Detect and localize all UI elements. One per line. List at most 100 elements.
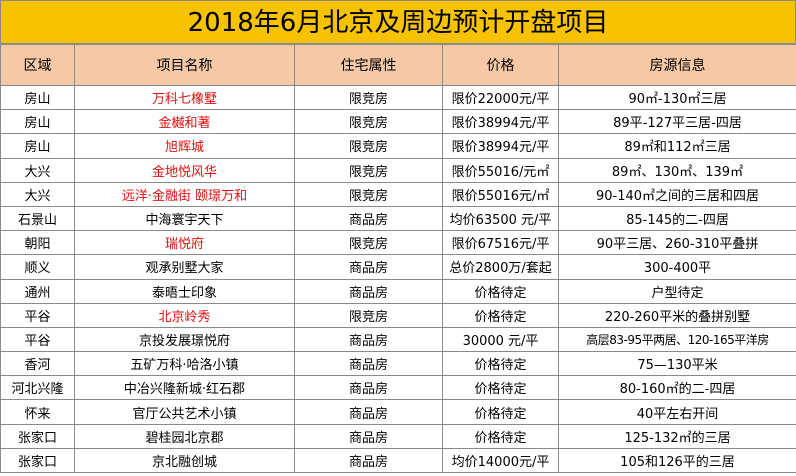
header-row: 区域 项目名称 住宅属性 价格 房源信息: [0, 44, 796, 86]
project-table: 区域 项目名称 住宅属性 价格 房源信息 房山 万科七橡墅 限竞房 限价22000元/…: [0, 44, 796, 474]
table-row: 怀来 官厅公共艺术小镇 商品房 价格待定 40平左右开间: [0, 399, 796, 425]
project-name-cell: 金樾和著: [74, 109, 295, 135]
table-row: 通州 泰晤士印象 商品房 价格待定 户型待定: [0, 278, 796, 304]
unit-info-cell: 户型待定: [558, 278, 796, 304]
table-row: 平谷 北京岭秀 限竞房 价格待定 220-260平米的叠拼别墅: [0, 302, 796, 328]
unit-info-cell: 90㎡-130㎡三居: [558, 84, 796, 111]
region-cell: 顺义: [0, 254, 75, 280]
header-project-name: 项目名称: [74, 44, 295, 86]
region-cell: 怀来: [0, 399, 75, 425]
housing-type-cell: 限竞房: [294, 181, 443, 207]
region-cell: 香河: [0, 351, 75, 377]
region-cell: 大兴: [0, 181, 75, 207]
table-body: 房山 万科七橡墅 限竞房 限价22000元/平 90㎡-130㎡三居 房山 金樾和著 限竞房限…: [0, 84, 796, 474]
table-row: 平谷 京投发展璟悦府 商品房 30000 元/平 高层83-95平两居、120-165平…: [0, 326, 796, 353]
price-cell: 均价63500 元/平: [442, 205, 559, 232]
unit-info-cell: 105和126平的三居: [558, 447, 796, 474]
table-row: 顺义 观承别墅大家 商品房 总价2800万/套起 300-400平: [0, 254, 796, 280]
housing-type-cell: 商品房: [294, 254, 443, 280]
project-name-cell: 旭辉城: [74, 133, 295, 159]
price-cell: 均价14000元/平: [442, 447, 559, 474]
unit-info-cell: 90-140㎡之间的三居和四居: [558, 181, 796, 207]
header-unit-info: 房源信息: [558, 44, 796, 86]
unit-info-cell: 80-160㎡的二-四居: [558, 375, 796, 401]
unit-info-cell: 89㎡和112㎡三居: [558, 133, 796, 159]
unit-info-cell: 85-145的二-四居: [558, 205, 796, 232]
price-cell: 30000 元/平: [442, 326, 559, 353]
price-cell: 限价22000元/平: [442, 84, 559, 111]
price-cell: 价格待定: [442, 375, 559, 401]
table-row: 朝阳 瑞悦府 限竞房 限价67516元/平 90平三居、260-310平叠拼: [0, 230, 796, 256]
header-housing-type: 住宅属性: [294, 44, 443, 86]
project-name-cell: 北京岭秀: [74, 302, 295, 328]
housing-type-cell: 限竞房: [294, 302, 443, 328]
region-cell: 平谷: [0, 302, 75, 328]
project-name-cell: 泰晤士印象: [74, 278, 295, 304]
unit-info-cell: 300-400平: [558, 254, 796, 280]
table-row: 房山 万科七橡墅 限竞房 限价22000元/平 90㎡-130㎡三居: [0, 84, 796, 111]
project-name-cell: 中冶兴隆新城·红石郡: [74, 375, 295, 401]
project-name-cell: 远洋·金融街 颐璟万和: [74, 181, 295, 207]
housing-type-cell: 限竞房: [294, 133, 443, 159]
project-name-cell: 五矿万科·哈洛小镇: [74, 351, 295, 377]
unit-info-cell: 125-132㎡的三居: [558, 423, 796, 449]
project-name-cell: 中海寰宇天下: [74, 205, 295, 232]
table-header: 区域 项目名称 住宅属性 价格 房源信息: [0, 44, 796, 86]
region-cell: 房山: [0, 109, 75, 135]
table-row: 房山 金樾和著 限竞房 限价38994元/平 89平-127平三居-四居: [0, 109, 796, 135]
region-cell: 张家口: [0, 423, 75, 449]
region-cell: 朝阳: [0, 230, 75, 256]
project-name-cell: 官厅公共艺术小镇: [74, 399, 295, 425]
housing-type-cell: 商品房: [294, 351, 443, 377]
project-name-cell: 京北融创城: [74, 447, 295, 474]
housing-type-cell: 限竞房: [294, 109, 443, 135]
housing-type-cell: 商品房: [294, 447, 443, 474]
unit-info-cell: 90平三居、260-310平叠拼: [558, 230, 796, 256]
price-cell: 价格待定: [442, 423, 559, 449]
header-price: 价格: [442, 44, 559, 86]
table-row: 石景山 中海寰宇天下 商品房 均价63500 元/平 85-145的二-四居: [0, 205, 796, 232]
header-region: 区域: [0, 44, 75, 86]
region-cell: 通州: [0, 278, 75, 304]
price-cell: 价格待定: [442, 399, 559, 425]
unit-info-cell: 高层83-95平两居、120-165平洋房: [558, 326, 796, 353]
housing-type-cell: 商品房: [294, 205, 443, 232]
price-cell: 限价38994元/平: [442, 109, 559, 135]
region-cell: 张家口: [0, 447, 75, 474]
unit-info-cell: 89㎡、130㎡、139㎡: [558, 157, 796, 183]
region-cell: 大兴: [0, 157, 75, 183]
price-cell: 限价67516元/平: [442, 230, 559, 256]
project-name-cell: 万科七橡墅: [74, 84, 295, 111]
region-cell: 房山: [0, 133, 75, 159]
unit-info-cell: 220-260平米的叠拼别墅: [558, 302, 796, 328]
price-cell: 限价55016/元㎡: [442, 157, 559, 183]
table-row: 张家口 京北融创城 商品房 均价14000元/平 105和126平的三居: [0, 447, 796, 474]
housing-type-cell: 商品房: [294, 326, 443, 353]
unit-info-cell: 75—130平米: [558, 351, 796, 377]
region-cell: 石景山: [0, 205, 75, 232]
table-row: 大兴 远洋·金融街 颐璟万和 限竞房 限价55016元/㎡ 90-140㎡之间的三居和四…: [0, 181, 796, 207]
project-name-cell: 京投发展璟悦府: [74, 326, 295, 353]
housing-type-cell: 商品房: [294, 423, 443, 449]
project-name-cell: 碧桂园北京郡: [74, 423, 295, 449]
sheet-title: 2018年6月北京及周边预计开盘项目: [0, 0, 796, 44]
table-row: 房山 旭辉城 限竞房 限价38994元/平 89㎡和112㎡三居: [0, 133, 796, 159]
price-cell: 价格待定: [442, 302, 559, 328]
price-cell: 价格待定: [442, 278, 559, 304]
price-cell: 限价55016元/㎡: [442, 181, 559, 207]
table-row: 张家口 碧桂园北京郡 商品房 价格待定 125-132㎡的三居: [0, 423, 796, 449]
housing-type-cell: 限竞房: [294, 157, 443, 183]
region-cell: 平谷: [0, 326, 75, 353]
unit-info-cell: 40平左右开间: [558, 399, 796, 425]
price-cell: 限价38994元/平: [442, 133, 559, 159]
project-name-cell: 瑞悦府: [74, 230, 295, 256]
unit-info-cell: 89平-127平三居-四居: [558, 109, 796, 135]
housing-type-cell: 商品房: [294, 375, 443, 401]
housing-type-cell: 限竞房: [294, 230, 443, 256]
project-name-cell: 观承别墅大家: [74, 254, 295, 280]
table-row: 大兴 金地悦风华 限竞房 限价55016/元㎡ 89㎡、130㎡、139㎡: [0, 157, 796, 183]
table-row: 河北兴隆 中冶兴隆新城·红石郡 商品房 价格待定 80-160㎡的二-四居: [0, 375, 796, 401]
housing-type-cell: 商品房: [294, 278, 443, 304]
housing-type-cell: 限竞房: [294, 84, 443, 111]
